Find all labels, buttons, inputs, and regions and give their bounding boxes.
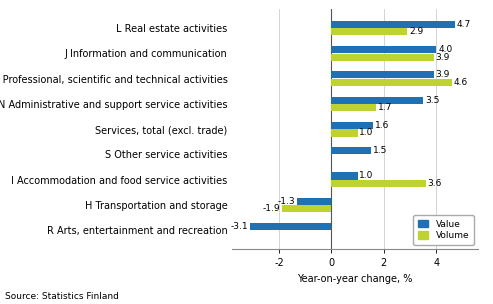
Bar xyxy=(282,205,331,212)
Text: -3.1: -3.1 xyxy=(231,222,248,231)
Bar xyxy=(331,130,357,136)
Bar xyxy=(331,21,455,28)
Bar xyxy=(331,28,407,35)
Bar xyxy=(331,147,371,154)
Text: -1.3: -1.3 xyxy=(278,197,295,206)
Text: 1.0: 1.0 xyxy=(359,171,374,181)
Bar xyxy=(331,71,434,78)
X-axis label: Year-on-year change, %: Year-on-year change, % xyxy=(297,274,413,284)
Text: 2.9: 2.9 xyxy=(409,27,423,36)
Text: 1.6: 1.6 xyxy=(375,121,389,130)
Bar xyxy=(331,104,376,111)
Text: 1.5: 1.5 xyxy=(373,146,387,155)
Bar xyxy=(331,172,357,179)
Text: 1.0: 1.0 xyxy=(359,129,374,137)
Text: 4.7: 4.7 xyxy=(457,20,471,29)
Bar xyxy=(331,79,452,86)
Bar xyxy=(297,198,331,205)
Legend: Value, Volume: Value, Volume xyxy=(413,215,474,245)
Bar xyxy=(331,54,434,61)
Text: 3.5: 3.5 xyxy=(425,96,439,105)
Text: 3.6: 3.6 xyxy=(427,179,442,188)
Bar xyxy=(331,180,426,187)
Bar xyxy=(250,223,331,230)
Text: 3.9: 3.9 xyxy=(435,53,450,62)
Text: 3.9: 3.9 xyxy=(435,70,450,79)
Bar xyxy=(331,97,423,104)
Bar xyxy=(331,46,436,53)
Bar xyxy=(331,122,373,129)
Text: Source: Statistics Finland: Source: Statistics Finland xyxy=(5,292,119,301)
Text: -1.9: -1.9 xyxy=(262,204,280,213)
Text: 1.7: 1.7 xyxy=(378,103,392,112)
Text: 4.6: 4.6 xyxy=(454,78,468,87)
Text: 4.0: 4.0 xyxy=(438,45,453,54)
